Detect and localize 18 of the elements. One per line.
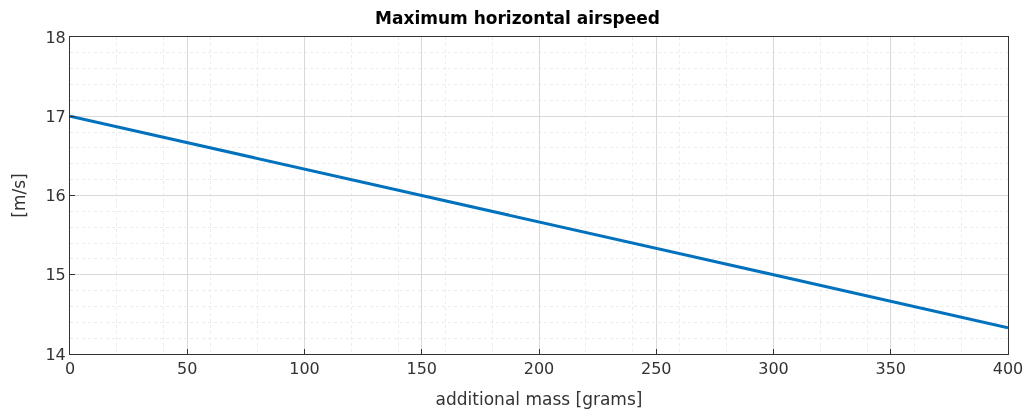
x-tick-label: 200 [523,359,555,379]
x-tick-label: 100 [289,359,320,379]
x-tick-label: 0 [64,359,76,379]
y-tick-label: 14 [45,344,66,364]
chart-title: Maximum horizontal airspeed [375,8,660,29]
y-tick-label: 15 [45,265,66,285]
y-axis-title: [m/s] [8,173,29,218]
line-series [70,114,1008,330]
y-tick-label: 18 [45,27,66,47]
x-tick-label: 50 [177,359,198,379]
x-tick-label: 150 [406,359,438,379]
x-tick-label: 350 [875,359,907,379]
x-tick-label: 250 [640,359,672,379]
x-tick-label: 300 [758,359,789,379]
y-tick-label: 16 [45,186,66,206]
x-tick-label: 400 [992,359,1024,379]
y-tick-label: 17 [45,106,66,126]
x-axis-title: additional mass [grams] [435,388,643,409]
